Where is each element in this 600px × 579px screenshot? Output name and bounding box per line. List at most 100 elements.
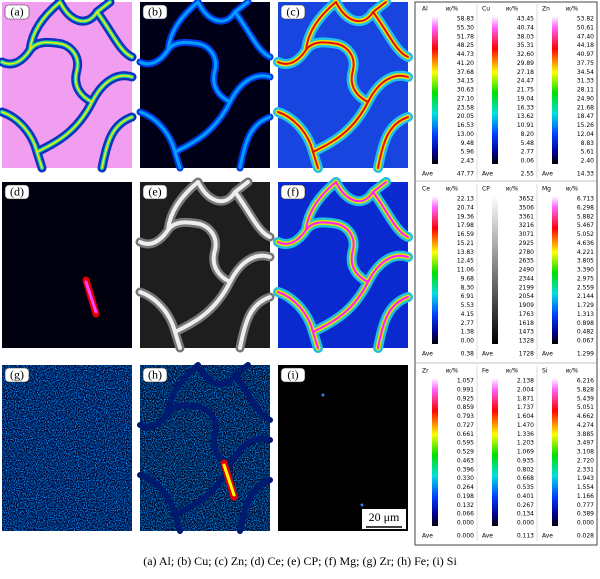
map-panel: (i) 20 μm	[278, 365, 408, 531]
map-background	[2, 182, 132, 348]
tick-label: 23.58	[457, 104, 474, 111]
tick-label: 2199	[519, 284, 534, 291]
tick-label: 2.975	[577, 275, 594, 282]
tick-label: 8.20	[521, 131, 535, 138]
panel-label: (h)	[148, 367, 162, 381]
map-panel: (g)	[2, 365, 132, 531]
tick-label: 6.713	[577, 196, 594, 203]
tick-label: 32.60	[517, 51, 534, 58]
tick-label: 2.559	[577, 284, 594, 291]
map-panel: (c)	[278, 2, 408, 168]
tick-label: 1.729	[577, 302, 594, 309]
panel-label-box	[280, 184, 306, 200]
tick-label: 0.802	[517, 466, 534, 473]
tick-label: 2780	[519, 249, 534, 256]
tick-label: 5.48	[521, 140, 535, 147]
tick-label: 3.805	[577, 258, 594, 265]
unit-label: w/%	[566, 368, 579, 375]
tick-label: 0.06	[521, 158, 535, 165]
tick-label: 18.47	[577, 113, 594, 120]
map-particle	[222, 463, 236, 497]
color-bar	[432, 16, 438, 164]
tick-label: 1.943	[577, 475, 594, 482]
tick-label: 0.067	[577, 338, 594, 345]
map-particle	[84, 280, 98, 314]
tick-label: 20.05	[457, 113, 474, 120]
map-panel: (a)	[0, 0, 132, 168]
tick-label: 12.04	[577, 131, 594, 138]
tick-label: 28.11	[577, 87, 594, 94]
tick-label: 37.68	[457, 69, 474, 76]
tick-label: 0.000	[577, 520, 594, 527]
tick-label: 3652	[519, 196, 534, 203]
panel-label-box	[142, 367, 168, 383]
map-dot	[360, 503, 364, 507]
tick-label: 0.793	[457, 413, 474, 420]
tick-label: 2.77	[521, 149, 535, 156]
panel-label-box	[4, 184, 30, 200]
tick-label: 19.36	[457, 213, 474, 220]
tick-label: 44.18	[577, 42, 594, 49]
ave-value: 0.113	[517, 533, 534, 540]
tick-label: 3216	[519, 222, 534, 229]
tick-label: 1.203	[517, 440, 534, 447]
tick-label: 0.935	[517, 457, 534, 464]
ave-value: 47.77	[457, 171, 474, 178]
ave-label: Ave	[422, 351, 433, 358]
tick-label: 0.330	[457, 475, 474, 482]
element-name: Fe	[482, 368, 489, 375]
panel-label: (i)	[287, 367, 298, 381]
ave-value: 14.33	[577, 171, 594, 178]
tick-label: 1763	[519, 311, 534, 318]
tick-label: 19.04	[517, 95, 534, 102]
panel-label-box	[4, 4, 30, 20]
tick-label: 5.882	[577, 213, 594, 220]
tick-label: 40.97	[577, 51, 594, 58]
tick-label: 0.000	[517, 520, 534, 527]
tick-label: 2635	[519, 258, 534, 265]
panel-label-box	[142, 184, 168, 200]
panel-label-box	[280, 4, 306, 20]
tick-label: 1.737	[517, 404, 534, 411]
tick-label: 20.74	[457, 204, 474, 211]
tick-label: 3.497	[577, 440, 594, 447]
tick-label: 13.62	[517, 113, 534, 120]
color-bar	[432, 378, 438, 526]
tick-label: 15.21	[457, 240, 474, 247]
tick-label: 10.91	[517, 122, 534, 129]
panel-label-box	[4, 367, 30, 383]
tick-label: 8.83	[581, 140, 595, 147]
ave-value: 0.028	[577, 533, 594, 540]
tick-label: 3071	[519, 231, 534, 238]
tick-label: 4.221	[577, 249, 594, 256]
tick-label: 0.661	[457, 431, 474, 438]
panel-label: (b)	[148, 4, 162, 18]
panel-label: (d)	[10, 184, 24, 198]
tick-label: 5.828	[577, 386, 594, 393]
tick-label: 6.216	[577, 378, 594, 385]
tick-label: 0.198	[457, 493, 474, 500]
tick-label: 2.77	[461, 320, 475, 327]
tick-label: 22.13	[457, 196, 474, 203]
tick-label: 0.463	[457, 457, 474, 464]
tick-label: 1.057	[457, 378, 474, 385]
tick-label: 29.89	[517, 60, 534, 67]
tick-label: 0.859	[457, 404, 474, 411]
tick-label: 12.45	[457, 258, 474, 265]
panel-label: (a)	[10, 4, 23, 18]
map-panel: (e)	[140, 182, 270, 348]
tick-label: 58.83	[457, 16, 474, 23]
tick-label: 51.78	[457, 33, 474, 40]
panel-label-box	[280, 367, 306, 383]
tick-label: 35.31	[517, 42, 534, 49]
element-name: Zr	[422, 368, 429, 375]
tick-label: 5.96	[461, 149, 475, 156]
tick-label: 3361	[519, 213, 534, 220]
tick-label: 13.83	[457, 249, 474, 256]
map-panel: (f)	[278, 182, 408, 348]
tick-label: 38.03	[517, 33, 534, 40]
